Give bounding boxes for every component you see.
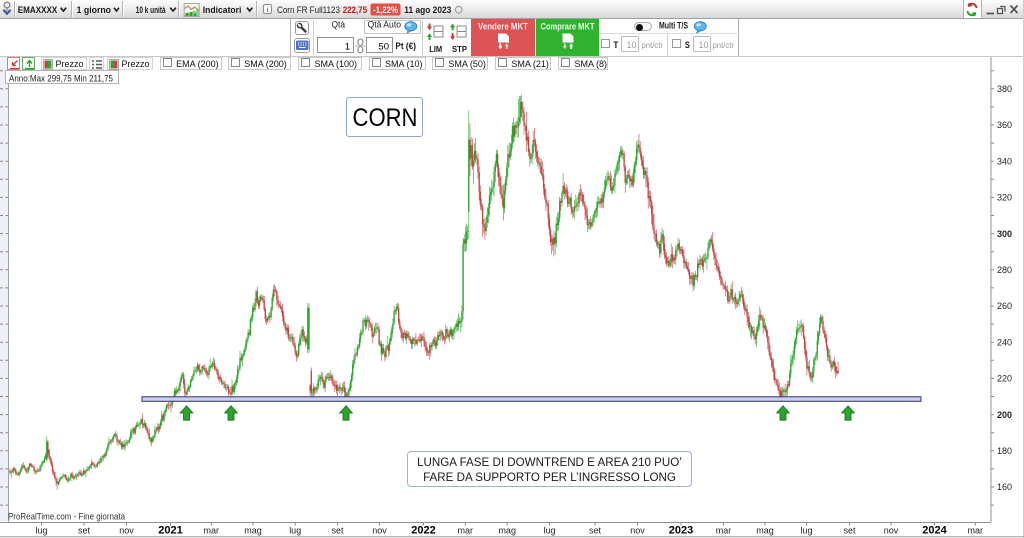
svg-text:nov: nov — [884, 526, 899, 536]
svg-text:10: 10 — [626, 40, 636, 50]
svg-text:180: 180 — [997, 446, 1012, 456]
svg-text:set: set — [589, 526, 602, 536]
svg-text:ProRealTime.com - Fine giornat: ProRealTime.com - Fine giornata — [8, 512, 126, 523]
svg-text:Qtà Auto: Qtà Auto — [368, 20, 402, 30]
svg-text:10: 10 — [698, 40, 708, 50]
svg-text:11 ago 2023: 11 ago 2023 — [404, 5, 451, 15]
svg-text:nov: nov — [630, 526, 645, 536]
svg-text:Qtà: Qtà — [332, 20, 346, 30]
svg-text:2022: 2022 — [411, 525, 435, 537]
svg-text:set: set — [331, 526, 344, 536]
svg-text:220: 220 — [997, 374, 1012, 384]
svg-text:160: 160 — [997, 482, 1012, 492]
svg-text:200: 200 — [997, 410, 1012, 420]
svg-text:lug: lug — [289, 526, 301, 536]
svg-text:pnt/ctr: pnt/ctr — [713, 40, 735, 50]
svg-text:50: 50 — [378, 42, 389, 53]
svg-text:mar: mar — [716, 526, 732, 536]
svg-text:lug: lug — [800, 526, 812, 536]
svg-text:T: T — [613, 40, 618, 51]
svg-text:lug: lug — [35, 526, 47, 536]
svg-text:320: 320 — [997, 193, 1012, 203]
svg-text:nov: nov — [119, 526, 134, 536]
svg-text:340: 340 — [997, 156, 1012, 166]
svg-text:pnt/ctr: pnt/ctr — [642, 40, 664, 50]
svg-text:mar: mar — [458, 526, 474, 536]
svg-text:1 giorno: 1 giorno — [77, 5, 112, 15]
svg-text:Multi T/S: Multi T/S — [659, 21, 688, 31]
svg-text:Anno:Max 299,75 Min 211,75: Anno:Max 299,75 Min 211,75 — [9, 74, 113, 84]
svg-text:set: set — [78, 526, 91, 536]
svg-text:S: S — [685, 40, 690, 51]
svg-text:STP: STP — [452, 44, 467, 54]
svg-text:360: 360 — [997, 120, 1012, 130]
svg-text:mag: mag — [498, 526, 516, 536]
svg-text:lug: lug — [543, 526, 555, 536]
svg-text:mar: mar — [968, 526, 984, 536]
svg-text:380: 380 — [997, 84, 1012, 94]
svg-text:1: 1 — [345, 42, 350, 53]
svg-text:nov: nov — [372, 526, 387, 536]
svg-text:300: 300 — [997, 229, 1012, 239]
svg-text:240: 240 — [997, 337, 1012, 347]
svg-text:-1,22%: -1,22% — [373, 5, 398, 15]
svg-text:Vendere MKT: Vendere MKT — [478, 22, 528, 32]
svg-text:Corn FR Full1123: Corn FR Full1123 — [277, 5, 340, 15]
svg-text:EMAXXXX: EMAXXXX — [18, 5, 57, 15]
svg-text:CORN: CORN — [353, 104, 418, 132]
svg-text:2023: 2023 — [669, 525, 693, 537]
svg-text:Indicatori: Indicatori — [203, 5, 242, 15]
svg-text:mag: mag — [756, 526, 774, 536]
svg-text:mag: mag — [244, 526, 262, 536]
svg-text:set: set — [843, 526, 856, 536]
svg-text:2024: 2024 — [922, 525, 947, 537]
svg-text:2021: 2021 — [158, 525, 182, 537]
svg-text:LIM: LIM — [429, 44, 442, 54]
svg-text:222,75: 222,75 — [343, 5, 367, 15]
svg-text:Pt (€): Pt (€) — [395, 41, 416, 51]
svg-text:10 k unità: 10 k unità — [136, 5, 167, 15]
svg-text:280: 280 — [997, 265, 1012, 275]
svg-text:Comprare MKT: Comprare MKT — [541, 22, 595, 32]
svg-text:260: 260 — [997, 301, 1012, 311]
svg-text:mar: mar — [204, 526, 220, 536]
svg-text:i: i — [267, 5, 269, 14]
